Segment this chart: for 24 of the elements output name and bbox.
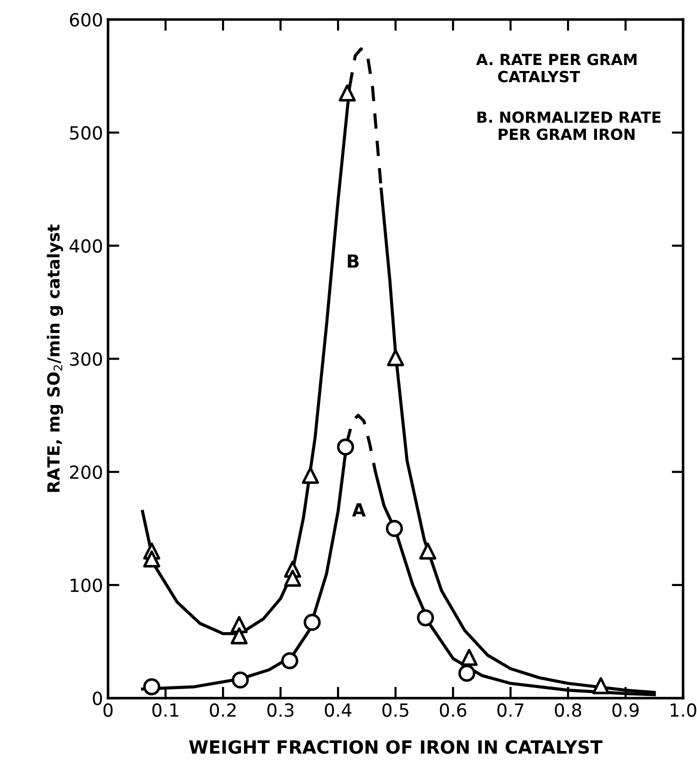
y-tick-label: 500: [70, 126, 102, 140]
y-tick-label: 0: [92, 692, 102, 706]
x-tick-label: 0.2: [210, 703, 236, 717]
y-axis-title: RATE, mg SO$_{2}$/min g catalyst: [46, 224, 64, 492]
annotation: A: [352, 503, 366, 516]
y-tick-label: 600: [70, 12, 102, 27]
x-tick-label: 0.7: [497, 703, 524, 717]
y-tick-label: 100: [70, 578, 102, 592]
x-tick-label: 0.3: [267, 703, 294, 717]
x-axis-title: WEIGHT FRACTION OF IRON IN CATALYST: [189, 740, 602, 754]
x-tick-label: 1.0: [670, 703, 696, 717]
y-tick-label: 400: [70, 239, 102, 253]
x-tick-label: 0.5: [382, 703, 408, 717]
annotation: A. RATE PER GRAM CATALYST: [476, 54, 636, 82]
x-tick-label: 0.8: [554, 703, 582, 717]
x-tick-label: 0.1: [152, 703, 178, 717]
y-tick-label: 300: [70, 352, 102, 366]
annotation: B: [348, 254, 359, 268]
x-tick-label: 0.4: [324, 703, 352, 717]
x-tick-label: 0.6: [440, 703, 466, 717]
x-tick-label: 0.9: [612, 703, 639, 717]
x-tick-label: 0: [103, 703, 113, 717]
y-tick-label: 200: [70, 465, 102, 480]
annotation: B. NORMALIZED RATE PER GRAM IRON: [477, 111, 660, 140]
